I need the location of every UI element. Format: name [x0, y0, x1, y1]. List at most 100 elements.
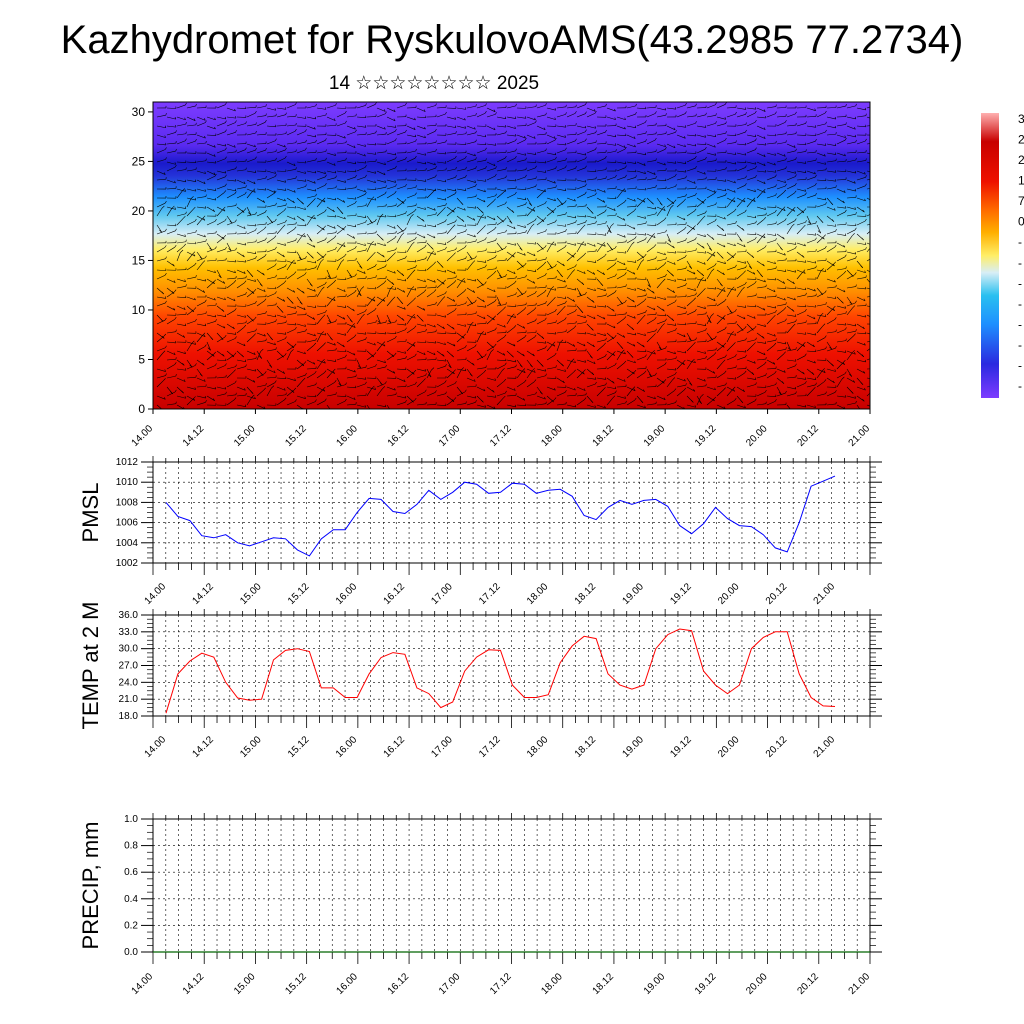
wind-barb	[316, 305, 326, 308]
wind-barb	[596, 131, 606, 136]
wind-barb	[786, 206, 796, 212]
wind-barb-flag	[255, 147, 257, 151]
wind-barb-flag	[460, 202, 464, 205]
wind-barb-flag	[845, 311, 847, 314]
wind-barb-flag	[802, 224, 806, 228]
wind-barb-flag	[523, 398, 526, 401]
wind-barb	[776, 233, 785, 240]
wind-barb	[546, 244, 552, 253]
wind-barb	[596, 344, 604, 352]
wind-barb-flag	[445, 391, 447, 394]
wind-barb-flag	[635, 112, 637, 115]
wind-barb-flag	[724, 370, 727, 374]
wind-barb-flag	[674, 371, 677, 375]
wind-barb	[296, 233, 306, 238]
wind-barb	[546, 197, 556, 202]
wind-barb-flag	[595, 192, 597, 195]
wind-barb	[646, 368, 652, 377]
wind-barb-flag	[714, 153, 716, 156]
wind-barb-flag	[233, 369, 236, 373]
wind-barb	[356, 249, 366, 253]
wind-barb	[616, 352, 623, 361]
wind-barb-flag	[559, 339, 564, 343]
wind-barb	[666, 301, 676, 307]
wind-barb	[746, 377, 756, 380]
wind-barb	[316, 255, 325, 262]
wind-barb-flag	[259, 283, 263, 287]
wind-barb	[156, 347, 166, 352]
wind-barb-flag	[673, 262, 676, 265]
wind-barb	[546, 341, 556, 347]
wind-barb-flag	[445, 219, 447, 222]
wind-barb	[386, 107, 396, 112]
wind-barb-flag	[522, 353, 525, 357]
wind-barb-flag	[425, 373, 427, 376]
wind-barb-flag	[634, 332, 637, 336]
wind-barb	[706, 368, 715, 374]
wind-barb-flag	[864, 107, 867, 111]
wind-barb	[666, 373, 676, 379]
wind-barb	[526, 116, 536, 121]
wind-barb	[416, 403, 426, 406]
wind-barb-flag	[534, 379, 537, 382]
wind-barb-flag	[474, 395, 477, 399]
wind-barb-flag	[371, 196, 375, 200]
wind-barb	[676, 223, 686, 226]
wind-barb-flag	[754, 189, 756, 192]
wind-barb	[246, 377, 256, 383]
wind-barb	[576, 269, 586, 274]
wind-barb	[536, 347, 546, 352]
wind-barb	[526, 332, 537, 334]
wind-barb	[716, 287, 726, 292]
wind-barb	[726, 266, 736, 271]
wind-barb	[616, 148, 626, 154]
wind-barb-flag	[514, 404, 517, 407]
wind-barb-flag	[374, 180, 376, 183]
wind-barb-flag	[491, 345, 494, 349]
wind-barb	[346, 176, 356, 181]
wind-barb	[706, 305, 716, 307]
wind-barb-flag	[251, 394, 255, 398]
wind-barb-flag	[664, 162, 666, 166]
wind-barb	[396, 158, 406, 163]
wind-barb	[856, 314, 866, 318]
wind-barb-flag	[854, 323, 857, 326]
wind-barb-flag	[370, 241, 374, 245]
wind-barb-flag	[625, 284, 627, 287]
wind-barb	[336, 179, 346, 183]
wind-barb	[336, 242, 346, 248]
wind-barb	[716, 317, 724, 325]
wind-barb-flag	[195, 103, 197, 107]
wind-barb-flag	[585, 291, 587, 295]
wind-barb	[186, 179, 196, 182]
wind-barb	[746, 305, 756, 308]
wind-barb	[726, 386, 736, 392]
wind-barb	[496, 359, 506, 362]
wind-barb-flag	[745, 265, 747, 268]
wind-barb	[866, 197, 870, 201]
wind-barb	[476, 305, 486, 308]
wind-barb-flag	[763, 307, 766, 311]
wind-barb	[816, 292, 826, 298]
wind-barb	[656, 395, 666, 400]
wind-barb	[386, 394, 396, 397]
wind-barb-flag	[784, 341, 787, 345]
wind-barb-flag	[695, 292, 697, 295]
wind-barb-flag	[875, 254, 877, 256]
wind-barb	[556, 106, 566, 109]
wind-barb	[296, 170, 306, 174]
wind-barb-flag	[723, 387, 726, 391]
wind-barb	[436, 169, 446, 172]
wind-barb-flag	[415, 148, 417, 152]
wind-barb	[226, 188, 236, 192]
wind-barb	[236, 149, 246, 154]
wind-barb	[496, 350, 506, 356]
wind-barb	[576, 131, 586, 136]
wind-barb	[416, 169, 426, 172]
wind-barb	[626, 305, 636, 308]
wind-barb	[416, 269, 426, 272]
wind-barb	[666, 368, 676, 371]
wind-barb	[156, 125, 166, 129]
wind-barb	[186, 188, 196, 192]
wind-barb	[476, 112, 486, 118]
